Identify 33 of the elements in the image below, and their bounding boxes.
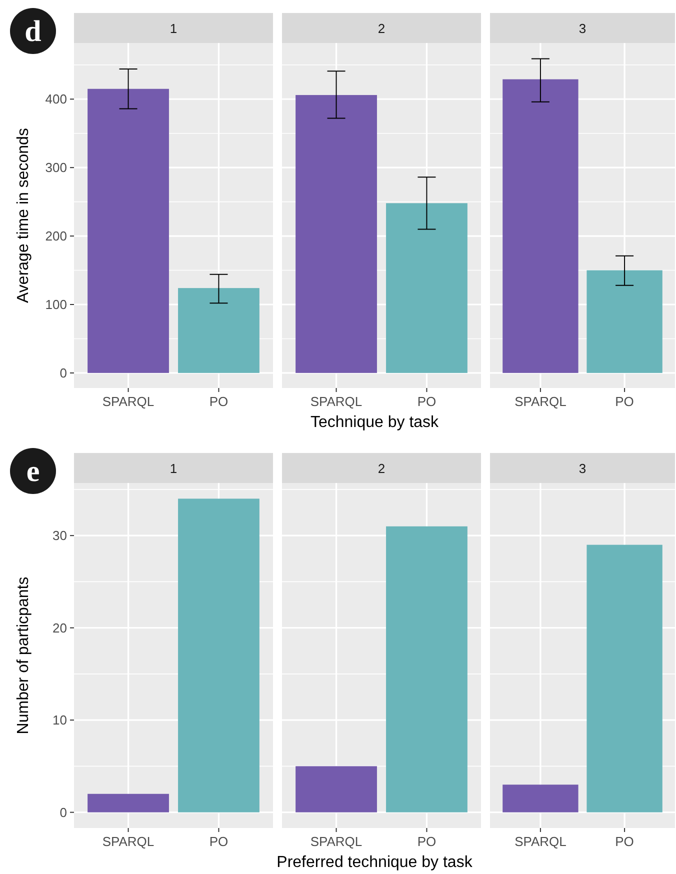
x-tick-label: PO (417, 394, 436, 409)
x-tick-label: SPARQL (310, 834, 362, 849)
y-tick-label: 100 (45, 296, 67, 312)
chart-title: 2 (378, 21, 386, 36)
y-tick-label: 0 (60, 365, 67, 380)
y-axis-title: Number of particpants (15, 576, 32, 734)
y-tick-label: 10 (52, 712, 67, 728)
x-tick-label: PO (615, 394, 634, 409)
text: e (26, 455, 40, 488)
x-tick-label: SPARQL (310, 394, 362, 409)
x-tick-label: PO (209, 834, 228, 849)
x-tick-label: SPARQL (102, 834, 154, 849)
y-tick-label: 400 (45, 92, 67, 107)
x-tick-label: PO (209, 394, 228, 409)
y-axis-title: Average time in seconds (15, 128, 32, 303)
y-tick-label: 200 (45, 228, 67, 244)
text: d (24, 15, 42, 48)
chart-title: 3 (578, 461, 586, 476)
x-tick-label: SPARQL (514, 834, 566, 849)
chart-title: 1 (170, 461, 178, 476)
x-axis-title: Technique by task (310, 414, 440, 431)
chart-title: 3 (578, 21, 586, 36)
y-tick-label: 0 (60, 804, 67, 820)
chart-title: 1 (170, 21, 178, 36)
x-tick-label: SPARQL (102, 394, 154, 409)
y-tick-label: 20 (52, 620, 67, 636)
y-tick-label: 30 (52, 528, 67, 544)
chart-title: 2 (378, 461, 386, 476)
x-axis-title: Preferred technique by task (276, 854, 474, 871)
x-tick-label: SPARQL (514, 394, 566, 409)
y-tick-label: 300 (45, 160, 67, 176)
x-tick-label: PO (615, 834, 634, 849)
x-tick-label: PO (417, 834, 436, 849)
